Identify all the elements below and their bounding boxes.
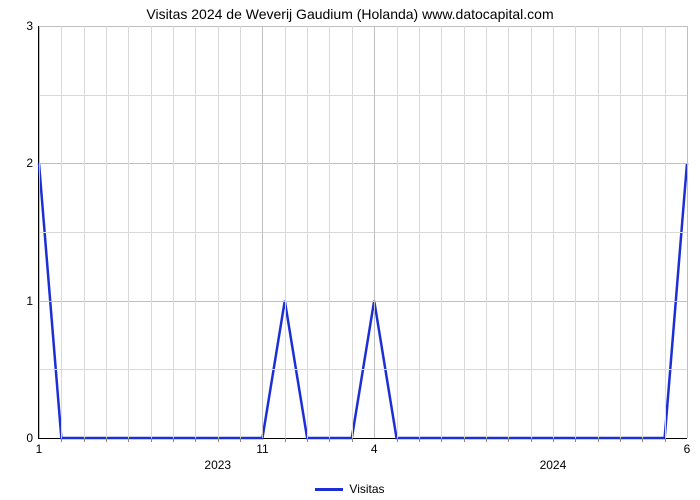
x-gridline bbox=[84, 26, 85, 438]
x-gridline bbox=[374, 26, 375, 438]
y-minor-gridline bbox=[39, 369, 687, 370]
y-minor-gridline bbox=[39, 232, 687, 233]
legend-label: Visitas bbox=[349, 482, 384, 496]
x-tick-label: 1 bbox=[36, 438, 43, 456]
y-tick-label: 2 bbox=[26, 156, 39, 170]
x-minor-tick bbox=[307, 438, 308, 442]
x-year-label: 2023 bbox=[204, 438, 231, 472]
x-minor-tick bbox=[642, 438, 643, 442]
x-minor-tick bbox=[531, 438, 532, 442]
y-gridline bbox=[39, 301, 687, 302]
x-gridline bbox=[687, 26, 688, 438]
x-year-label: 2024 bbox=[540, 438, 567, 472]
x-minor-tick bbox=[419, 438, 420, 442]
legend: Visitas bbox=[0, 482, 700, 496]
x-gridline bbox=[240, 26, 241, 438]
x-minor-tick bbox=[195, 438, 196, 442]
x-minor-tick bbox=[329, 438, 330, 442]
x-gridline bbox=[218, 26, 219, 438]
x-minor-tick bbox=[61, 438, 62, 442]
x-gridline bbox=[262, 26, 263, 438]
plot-area: 01231114620232024 bbox=[38, 26, 687, 439]
x-minor-tick bbox=[598, 438, 599, 442]
chart-title: Visitas 2024 de Weverij Gaudium (Holanda… bbox=[0, 6, 700, 22]
x-minor-tick bbox=[240, 438, 241, 442]
x-gridline bbox=[329, 26, 330, 438]
y-tick-label: 1 bbox=[26, 294, 39, 308]
y-gridline bbox=[39, 26, 687, 27]
x-minor-tick bbox=[441, 438, 442, 442]
x-tick-label: 4 bbox=[371, 438, 378, 456]
x-gridline bbox=[441, 26, 442, 438]
x-gridline bbox=[307, 26, 308, 438]
x-gridline bbox=[151, 26, 152, 438]
x-gridline bbox=[531, 26, 532, 438]
x-minor-tick bbox=[84, 438, 85, 442]
x-gridline bbox=[575, 26, 576, 438]
x-tick-label: 6 bbox=[684, 438, 691, 456]
x-minor-tick bbox=[464, 438, 465, 442]
x-minor-tick bbox=[173, 438, 174, 442]
x-gridline bbox=[419, 26, 420, 438]
x-minor-tick bbox=[128, 438, 129, 442]
x-gridline bbox=[620, 26, 621, 438]
x-gridline bbox=[486, 26, 487, 438]
x-gridline bbox=[128, 26, 129, 438]
x-gridline bbox=[106, 26, 107, 438]
x-minor-tick bbox=[397, 438, 398, 442]
x-gridline bbox=[61, 26, 62, 438]
legend-swatch bbox=[315, 488, 343, 491]
y-tick-label: 3 bbox=[26, 19, 39, 33]
x-minor-tick bbox=[575, 438, 576, 442]
x-gridline bbox=[642, 26, 643, 438]
x-minor-tick bbox=[352, 438, 353, 442]
y-minor-gridline bbox=[39, 95, 687, 96]
x-minor-tick bbox=[665, 438, 666, 442]
x-gridline bbox=[464, 26, 465, 438]
x-minor-tick bbox=[486, 438, 487, 442]
x-gridline bbox=[665, 26, 666, 438]
x-minor-tick bbox=[285, 438, 286, 442]
x-gridline bbox=[285, 26, 286, 438]
chart-container: Visitas 2024 de Weverij Gaudium (Holanda… bbox=[0, 0, 700, 500]
x-minor-tick bbox=[508, 438, 509, 442]
x-gridline bbox=[173, 26, 174, 438]
x-gridline bbox=[39, 26, 40, 438]
x-gridline bbox=[352, 26, 353, 438]
x-gridline bbox=[508, 26, 509, 438]
x-gridline bbox=[598, 26, 599, 438]
y-gridline bbox=[39, 163, 687, 164]
x-minor-tick bbox=[620, 438, 621, 442]
x-gridline bbox=[397, 26, 398, 438]
x-tick-label: 11 bbox=[256, 438, 268, 456]
x-gridline bbox=[553, 26, 554, 438]
x-minor-tick bbox=[151, 438, 152, 442]
x-minor-tick bbox=[106, 438, 107, 442]
x-gridline bbox=[195, 26, 196, 438]
